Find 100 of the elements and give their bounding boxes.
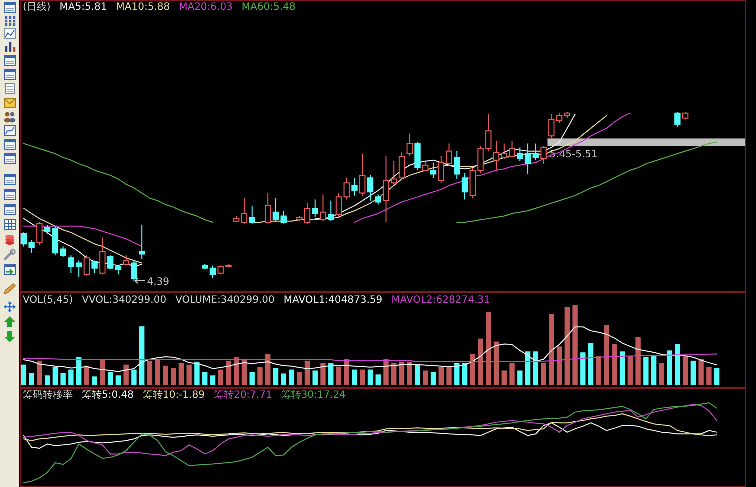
- candlestick: [328, 200, 334, 222]
- text: MA5:5.81: [60, 2, 108, 13]
- bar: [108, 372, 114, 385]
- candlestick: [367, 175, 374, 202]
- bar: [194, 362, 200, 385]
- bar: [667, 350, 672, 385]
- bar: [304, 360, 310, 385]
- candlestick: [454, 150, 460, 180]
- bar: [258, 367, 263, 385]
- candlestick: [84, 255, 90, 276]
- bar: [541, 363, 546, 385]
- bar: [644, 357, 649, 385]
- candlestick: [682, 112, 689, 120]
- candlestick: [265, 192, 272, 224]
- text: MAVOL2:628274.31: [392, 295, 490, 306]
- bar: [336, 366, 342, 385]
- candlestick: [123, 255, 130, 266]
- bar: [596, 356, 602, 385]
- annotation: VVOL:340299.00: [82, 295, 167, 306]
- candlestick: [92, 260, 98, 274]
- candlestick: [249, 205, 256, 224]
- bar: [170, 368, 176, 385]
- bar: [155, 359, 160, 385]
- bar: [494, 342, 500, 385]
- text: 筹转20:7.71: [214, 389, 272, 401]
- text: MAVOL1:404873.59: [284, 295, 383, 306]
- bar: [210, 376, 216, 385]
- bar: [446, 366, 452, 385]
- bar: [289, 370, 294, 385]
- bar: [352, 370, 358, 385]
- candlestick: [352, 178, 358, 196]
- text: 筹转30:17.24: [281, 389, 346, 401]
- chart-title: VOL(5,45): [23, 295, 74, 306]
- candlestick: [540, 146, 547, 165]
- bar: [84, 366, 90, 385]
- bar: [620, 352, 626, 385]
- text: MA60:5.48: [242, 2, 296, 13]
- candlestick: [493, 140, 500, 171]
- bar: [682, 356, 688, 385]
- bar: [250, 372, 255, 385]
- bar: [714, 368, 720, 385]
- bar: [139, 326, 145, 385]
- bar: [100, 360, 106, 385]
- bar: [328, 363, 334, 385]
- bar: [392, 363, 397, 385]
- bar: [384, 359, 389, 385]
- bar: [312, 370, 318, 385]
- bar: [68, 370, 74, 385]
- candlestick: [320, 194, 326, 222]
- candlestick: [272, 198, 280, 224]
- bar: [60, 373, 66, 385]
- bar: [533, 352, 539, 385]
- annotation: VOLUME:340299.00: [176, 295, 275, 306]
- candlestick: [202, 264, 208, 270]
- text: 筹转5:0.48: [82, 389, 134, 401]
- bar: [651, 356, 657, 385]
- bar: [675, 344, 680, 385]
- bar: [612, 344, 618, 385]
- candlestick: [36, 222, 43, 246]
- candlestick: [532, 143, 540, 161]
- bar: [690, 360, 696, 385]
- candlestick: [336, 192, 342, 218]
- candlestick: [564, 112, 571, 119]
- bar: [163, 366, 168, 385]
- bar: [438, 366, 444, 385]
- bar: [604, 325, 610, 385]
- bar: [470, 354, 476, 385]
- candlestick: [131, 260, 138, 282]
- candlestick: [138, 224, 146, 260]
- chart-title: (日线): [23, 1, 51, 13]
- bar: [556, 346, 562, 385]
- candlestick: [375, 194, 382, 206]
- text: 筹转10:-1.89: [142, 389, 205, 401]
- candlestick: [462, 172, 468, 200]
- candlestick: [234, 216, 240, 224]
- bar: [510, 363, 515, 385]
- bar: [147, 360, 153, 385]
- bar: [124, 364, 129, 385]
- bar: [478, 338, 484, 385]
- bar: [376, 374, 381, 385]
- bar: [186, 364, 192, 385]
- candlestick: [296, 216, 303, 222]
- bar: [399, 362, 405, 385]
- bar: [52, 366, 58, 385]
- bar: [226, 360, 232, 385]
- candlestick: [107, 255, 114, 270]
- bar: [415, 364, 420, 385]
- bar: [549, 314, 554, 385]
- bar: [44, 376, 50, 385]
- bar: [281, 374, 286, 385]
- bar: [580, 352, 586, 385]
- bar: [462, 363, 468, 385]
- bar: [266, 354, 271, 385]
- bar: [659, 363, 665, 385]
- bar: [454, 363, 460, 385]
- candlestick: [100, 237, 106, 276]
- bar: [636, 337, 641, 385]
- bar: [360, 370, 366, 385]
- bar: [423, 370, 428, 385]
- bar: [628, 356, 634, 385]
